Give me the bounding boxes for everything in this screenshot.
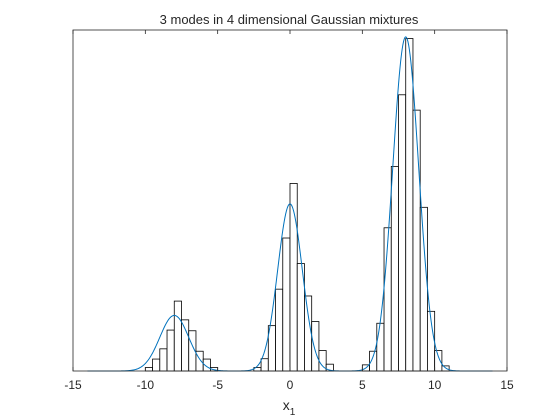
histogram-bar <box>390 165 399 372</box>
x-tick-label: -5 <box>212 378 223 392</box>
histogram-bar <box>434 350 443 372</box>
histogram-bar <box>260 358 269 372</box>
histogram-bar <box>376 322 385 372</box>
x-tick-label: 5 <box>359 378 366 392</box>
histogram-bar <box>144 367 153 372</box>
histogram-bar <box>412 109 421 372</box>
x-tick-label: 15 <box>500 378 514 392</box>
histogram-bar <box>275 288 284 372</box>
histogram-bar <box>304 295 313 372</box>
histogram-bar <box>282 237 291 372</box>
histogram-bar <box>152 358 161 372</box>
x-axis-label-main: x <box>283 397 290 413</box>
x-axis-label-subscript: 1 <box>290 407 296 418</box>
histogram-bar <box>166 329 175 372</box>
histogram-bar <box>398 94 407 372</box>
chart-title: 3 modes in 4 dimensional Gaussian mixtur… <box>160 12 419 27</box>
histogram-bars <box>144 38 450 372</box>
density-curve <box>87 36 493 372</box>
histogram-bar <box>181 319 190 372</box>
x-tick-label: -15 <box>64 378 82 392</box>
histogram-bar <box>419 206 428 372</box>
x-tick-label: 10 <box>428 378 442 392</box>
histogram-bar <box>159 348 168 372</box>
histogram-bar <box>173 300 182 372</box>
histogram-bar <box>311 321 320 372</box>
x-tick-label: -10 <box>137 378 155 392</box>
x-axis-label: x1 <box>283 397 296 418</box>
x-tick-label: 0 <box>287 378 294 392</box>
histogram-bar <box>405 38 414 372</box>
x-axis-ticks: -15 -10 -5 0 5 10 15 <box>64 30 514 392</box>
